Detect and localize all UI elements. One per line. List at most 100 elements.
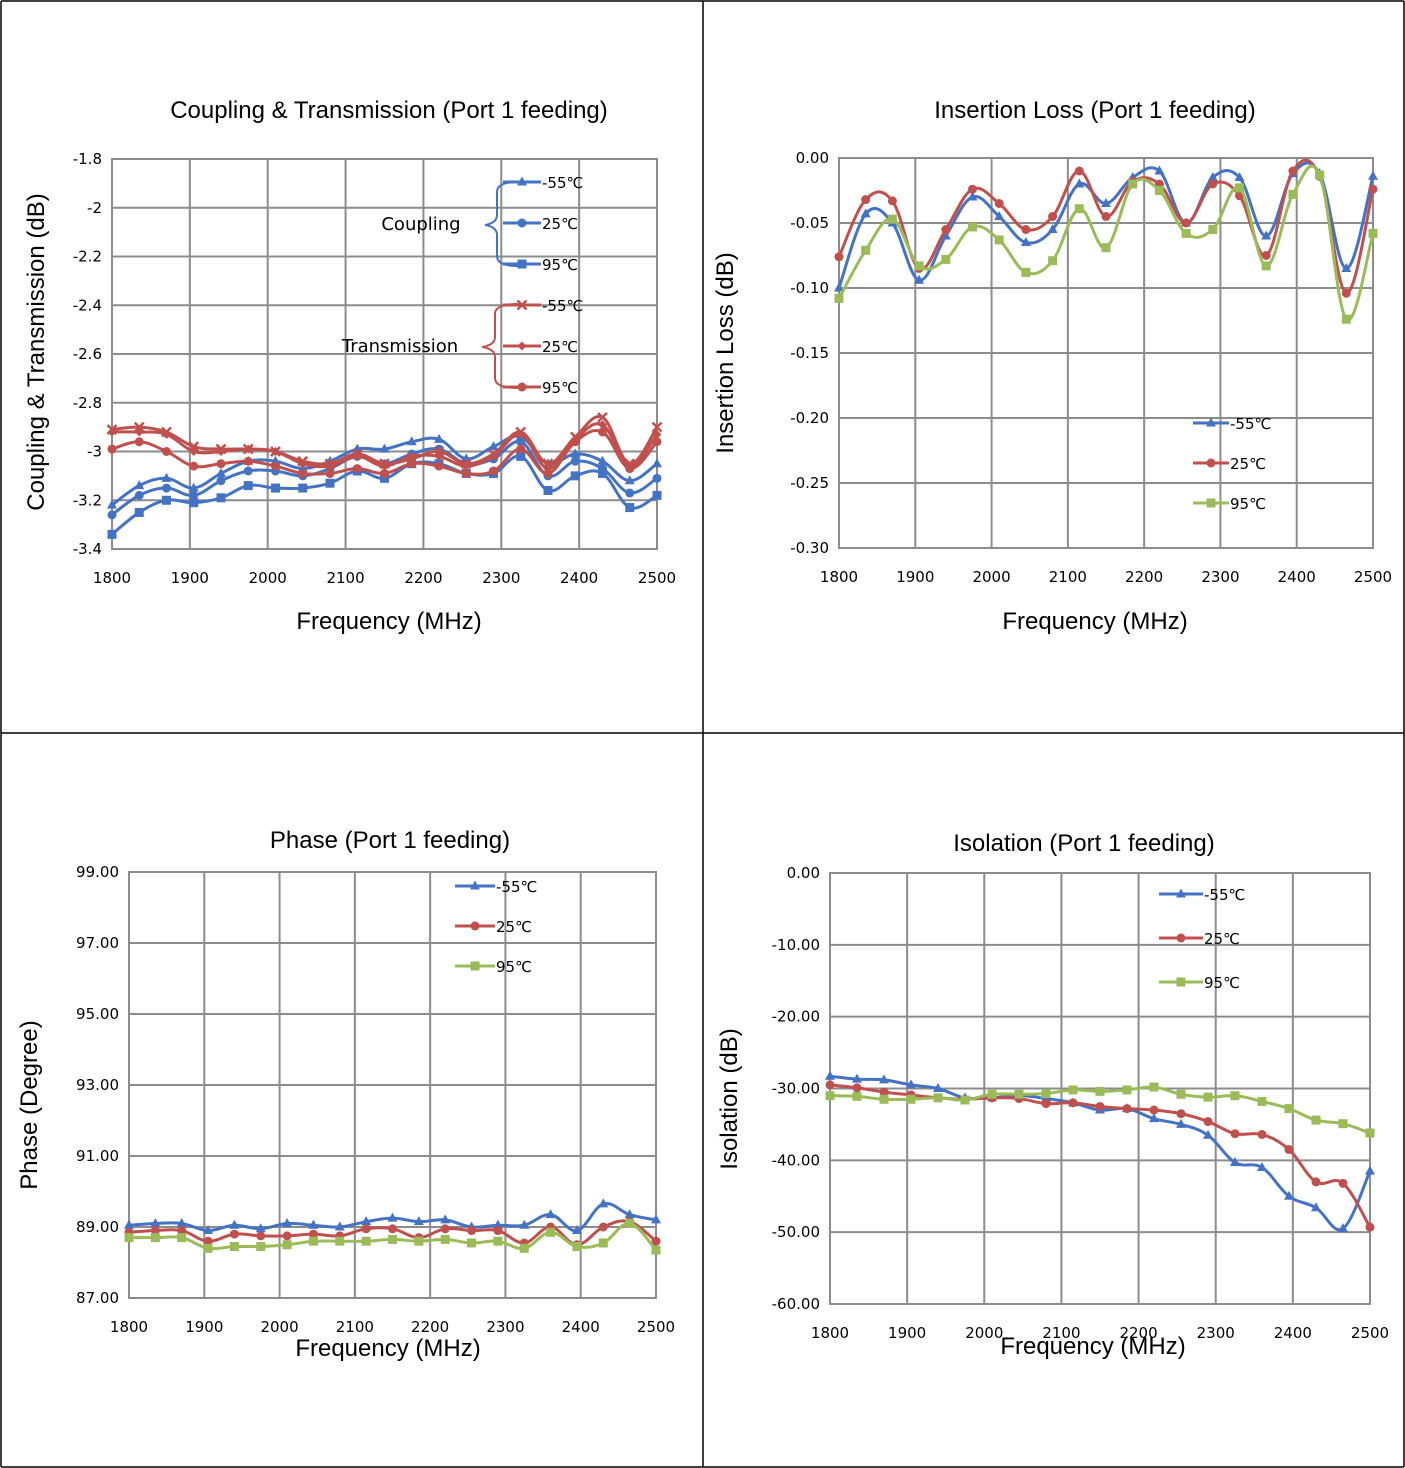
data-point (625, 1218, 635, 1228)
legend-entry: -55℃ (503, 297, 583, 315)
data-point (1311, 1202, 1321, 1212)
data-point (1074, 166, 1084, 176)
legend-swatch-marker (1206, 417, 1216, 427)
data-point (380, 468, 389, 478)
transmission-brace (481, 303, 519, 389)
data-point (229, 1242, 239, 1252)
data-point (203, 1236, 213, 1246)
y-tick-label: -0.10 (790, 279, 829, 297)
legend-entry: 25℃ (503, 215, 578, 233)
data-point (461, 461, 471, 471)
data-point (107, 444, 117, 454)
data-point (516, 437, 526, 447)
data-point (860, 208, 871, 218)
data-point (216, 476, 226, 486)
data-point (1288, 166, 1298, 176)
coupling-chart-panel: Coupling & Transmission (Port 1 feeding)… (1, 1, 701, 731)
data-point (852, 1073, 862, 1083)
data-point (879, 1087, 889, 1097)
data-point (325, 461, 335, 471)
data-point (1122, 1104, 1132, 1114)
data-point (203, 1225, 214, 1235)
y-tick-label: -2.6 (73, 345, 102, 363)
y-tick-label: 93.00 (76, 1076, 119, 1094)
data-point (516, 429, 526, 439)
legend-label: 25℃ (542, 338, 578, 356)
series-1 (825, 1080, 1375, 1232)
data-point (624, 1209, 635, 1219)
data-point (1041, 1089, 1051, 1099)
data-point (516, 444, 526, 454)
y-tick-labels: -1.8 -2 -2.2 -2.4 -2.6 -2.8 -3 -3.2 -3.4 (73, 150, 102, 558)
legend-label: 95℃ (496, 958, 532, 976)
legend-swatch-marker (1176, 888, 1186, 898)
data-point (1230, 1091, 1240, 1101)
data-point (651, 1236, 661, 1246)
data-point (598, 1222, 608, 1232)
data-point (825, 1080, 835, 1090)
legend-entry: -55℃ (503, 174, 583, 192)
data-point (1149, 1082, 1159, 1092)
data-point (124, 1219, 134, 1229)
data-point (968, 222, 977, 232)
data-point (1261, 261, 1271, 271)
data-point (216, 467, 226, 477)
data-point (334, 1221, 345, 1231)
data-point (598, 1198, 609, 1208)
data-point (1257, 1162, 1267, 1172)
data-point (597, 411, 608, 423)
data-point (406, 436, 417, 446)
data-point (1341, 314, 1351, 324)
series-0 (124, 1198, 661, 1235)
data-point (1101, 243, 1111, 253)
data-point (229, 1229, 239, 1239)
data-point (625, 503, 635, 513)
data-point (1315, 170, 1325, 180)
y-tick-label: 97.00 (76, 934, 119, 952)
data-point (107, 427, 117, 437)
data-point (150, 1233, 160, 1243)
data-point (488, 441, 499, 451)
insertion-loss-chart: Insertion Loss (Port 1 feeding) Insertio… (712, 97, 1392, 635)
data-point (493, 1226, 503, 1236)
x-tick-label: 1900 (171, 569, 209, 587)
data-point (1021, 225, 1031, 234)
data-point (625, 464, 635, 474)
x-tick-label: 1800 (811, 1324, 849, 1342)
x-tick-label: 1900 (185, 1318, 223, 1336)
x-tick-label: 1800 (820, 568, 858, 586)
data-point (1368, 170, 1378, 180)
data-point (1234, 172, 1245, 181)
y-tick-label: -2.4 (73, 296, 102, 314)
y-tick-label: -0.30 (790, 539, 829, 557)
y-axis-title: Coupling & Transmission (dB) (23, 193, 50, 510)
x-tick-label: 2400 (560, 569, 598, 587)
data-point (987, 1089, 997, 1099)
data-point (652, 429, 662, 439)
x-tick-label: 2100 (326, 569, 364, 587)
x-tick-label: 2100 (336, 1318, 374, 1336)
data-point (189, 490, 199, 500)
transmission-group-annotation: Transmission (341, 303, 519, 389)
y-tick-label: -2 (87, 199, 102, 217)
data-point (134, 437, 144, 447)
legend-entry: 95℃ (1193, 495, 1266, 513)
data-point (1368, 184, 1378, 194)
x-tick-label: 1800 (93, 569, 131, 587)
plot-area-border (838, 157, 1374, 549)
series-1 (834, 158, 1378, 298)
data-point (162, 483, 171, 493)
data-point (852, 1091, 862, 1101)
data-point (651, 1214, 661, 1224)
chart-title: Coupling & Transmission (Port 1 feeding) (170, 97, 608, 124)
data-point (216, 459, 226, 469)
data-point (1203, 1129, 1213, 1139)
coupling-group-annotation: Coupling (381, 181, 519, 267)
y-axis-title: Isolation (dB) (716, 1028, 743, 1169)
series-line (837, 158, 1375, 295)
data-point (107, 499, 117, 509)
data-point (189, 498, 199, 508)
series-2 (825, 1082, 1375, 1138)
data-point (216, 493, 226, 503)
